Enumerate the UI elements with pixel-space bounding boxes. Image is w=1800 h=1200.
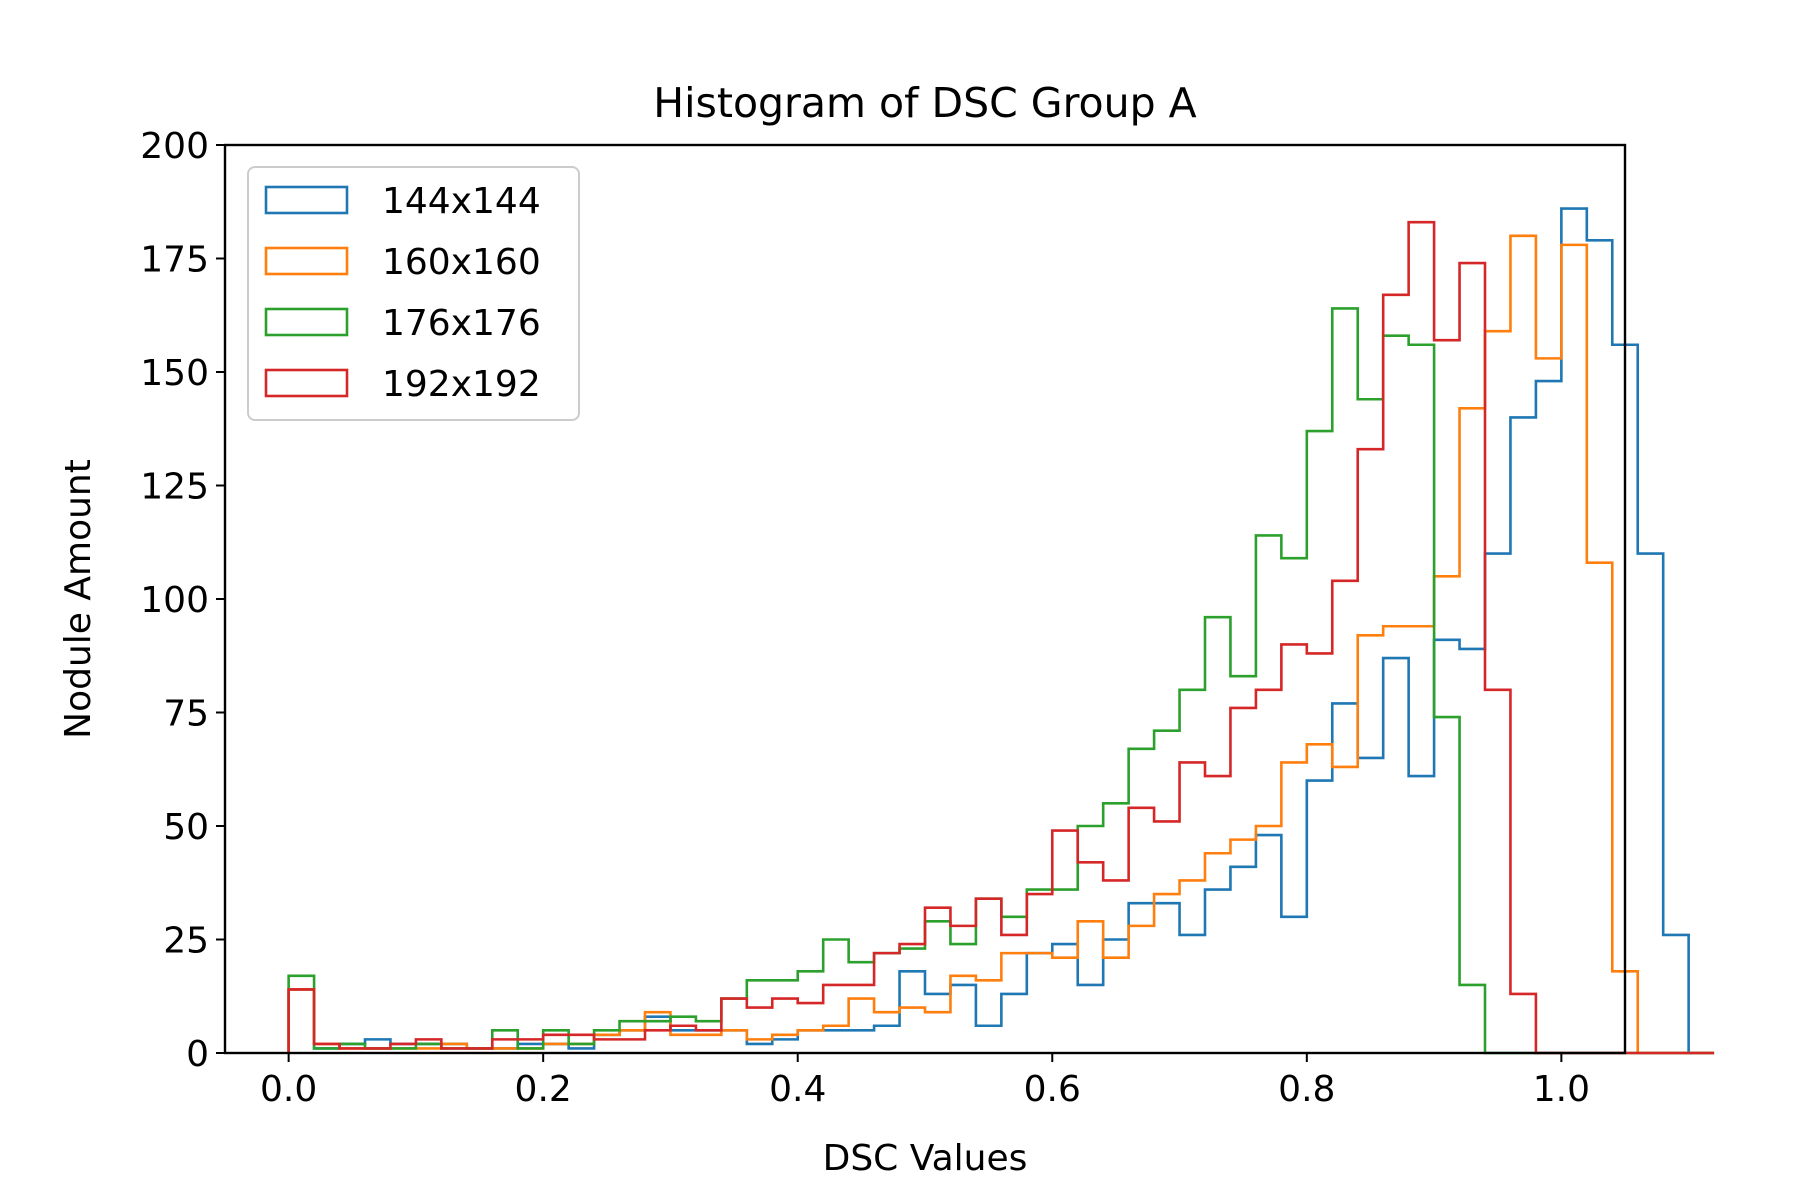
- y-tick-label: 175: [140, 240, 209, 281]
- series-step-160x160: [287, 234, 1715, 1055]
- legend-swatch: [264, 246, 349, 276]
- x-tick-label: 1.0: [1533, 1069, 1590, 1110]
- legend-swatch: [264, 185, 349, 215]
- x-tick-label: 0.8: [1278, 1069, 1335, 1110]
- legend-label: 160x160: [382, 242, 541, 283]
- legend-frame: [247, 166, 580, 421]
- x-tick-label: 0.0: [260, 1069, 317, 1110]
- histogram-series-layer: [287, 207, 1715, 1055]
- x-tick-label: 0.4: [769, 1069, 826, 1110]
- x-tick-label: 0.2: [515, 1069, 572, 1110]
- y-tick-label: 75: [163, 694, 209, 735]
- x-axis-label: DSC Values: [823, 1138, 1028, 1179]
- y-tick-label: 25: [163, 921, 209, 962]
- x-axis-ticks: 0.0 0.2 0.4 0.6 0.8 1.0: [260, 1053, 1590, 1110]
- x-tick-label: 0.6: [1024, 1069, 1081, 1110]
- y-tick-label: 125: [140, 467, 209, 508]
- y-tick-label: 50: [163, 807, 209, 848]
- series-step-192x192: [287, 220, 1715, 1055]
- legend-label: 176x176: [382, 303, 541, 344]
- y-tick-label: 200: [140, 126, 209, 167]
- legend-swatch: [264, 368, 349, 398]
- y-axis-ticks: 0 25 50 75 100 125 150 175 200: [140, 126, 225, 1075]
- y-tick-label: 0: [186, 1034, 209, 1075]
- y-axis-label: Nodule Amount: [58, 459, 99, 739]
- chart-title: Histogram of DSC Group A: [653, 79, 1196, 127]
- legend: 144x144 160x160 176x176 192x192: [247, 166, 580, 421]
- y-tick-label: 150: [140, 353, 209, 394]
- legend-label: 144x144: [382, 181, 541, 222]
- y-tick-label: 100: [140, 580, 209, 621]
- legend-label: 192x192: [382, 364, 541, 405]
- legend-swatch: [264, 307, 349, 337]
